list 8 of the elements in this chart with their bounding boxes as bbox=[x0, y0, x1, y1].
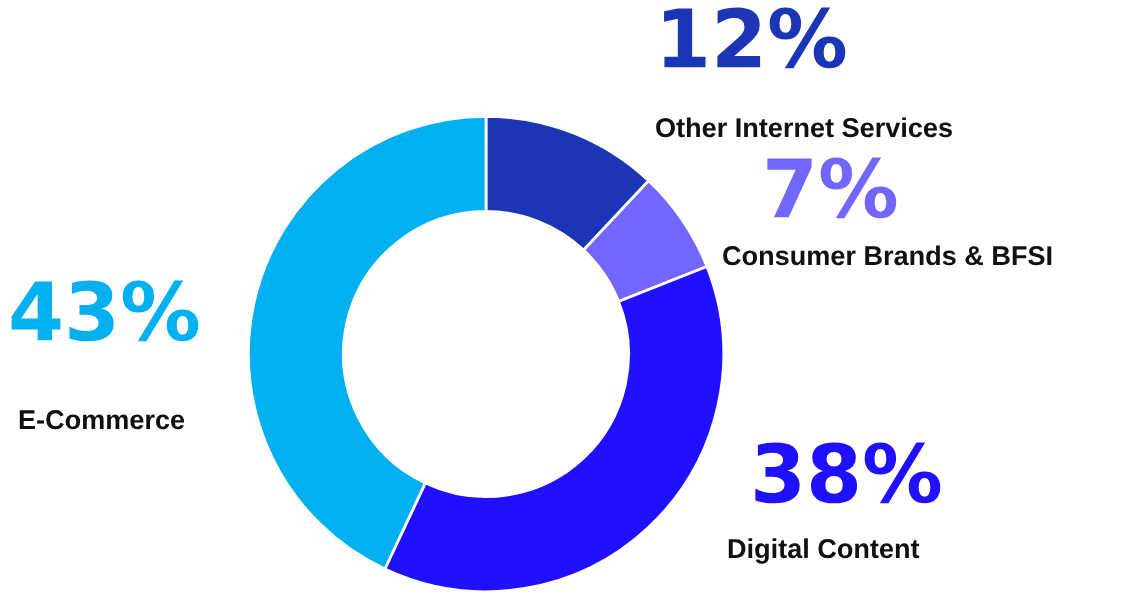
slice-label: E-Commerce bbox=[19, 410, 185, 430]
data-label: 43% bbox=[11, 280, 199, 342]
data-label: 38% bbox=[755, 442, 941, 504]
data-label: 7% bbox=[767, 157, 897, 219]
slice-label: Digital Content bbox=[728, 538, 920, 564]
data-label: 12% bbox=[664, 7, 846, 69]
slice-label: Other Internet Services bbox=[656, 117, 952, 138]
slice-label: Consumer Brands & BFSI bbox=[723, 245, 1052, 266]
